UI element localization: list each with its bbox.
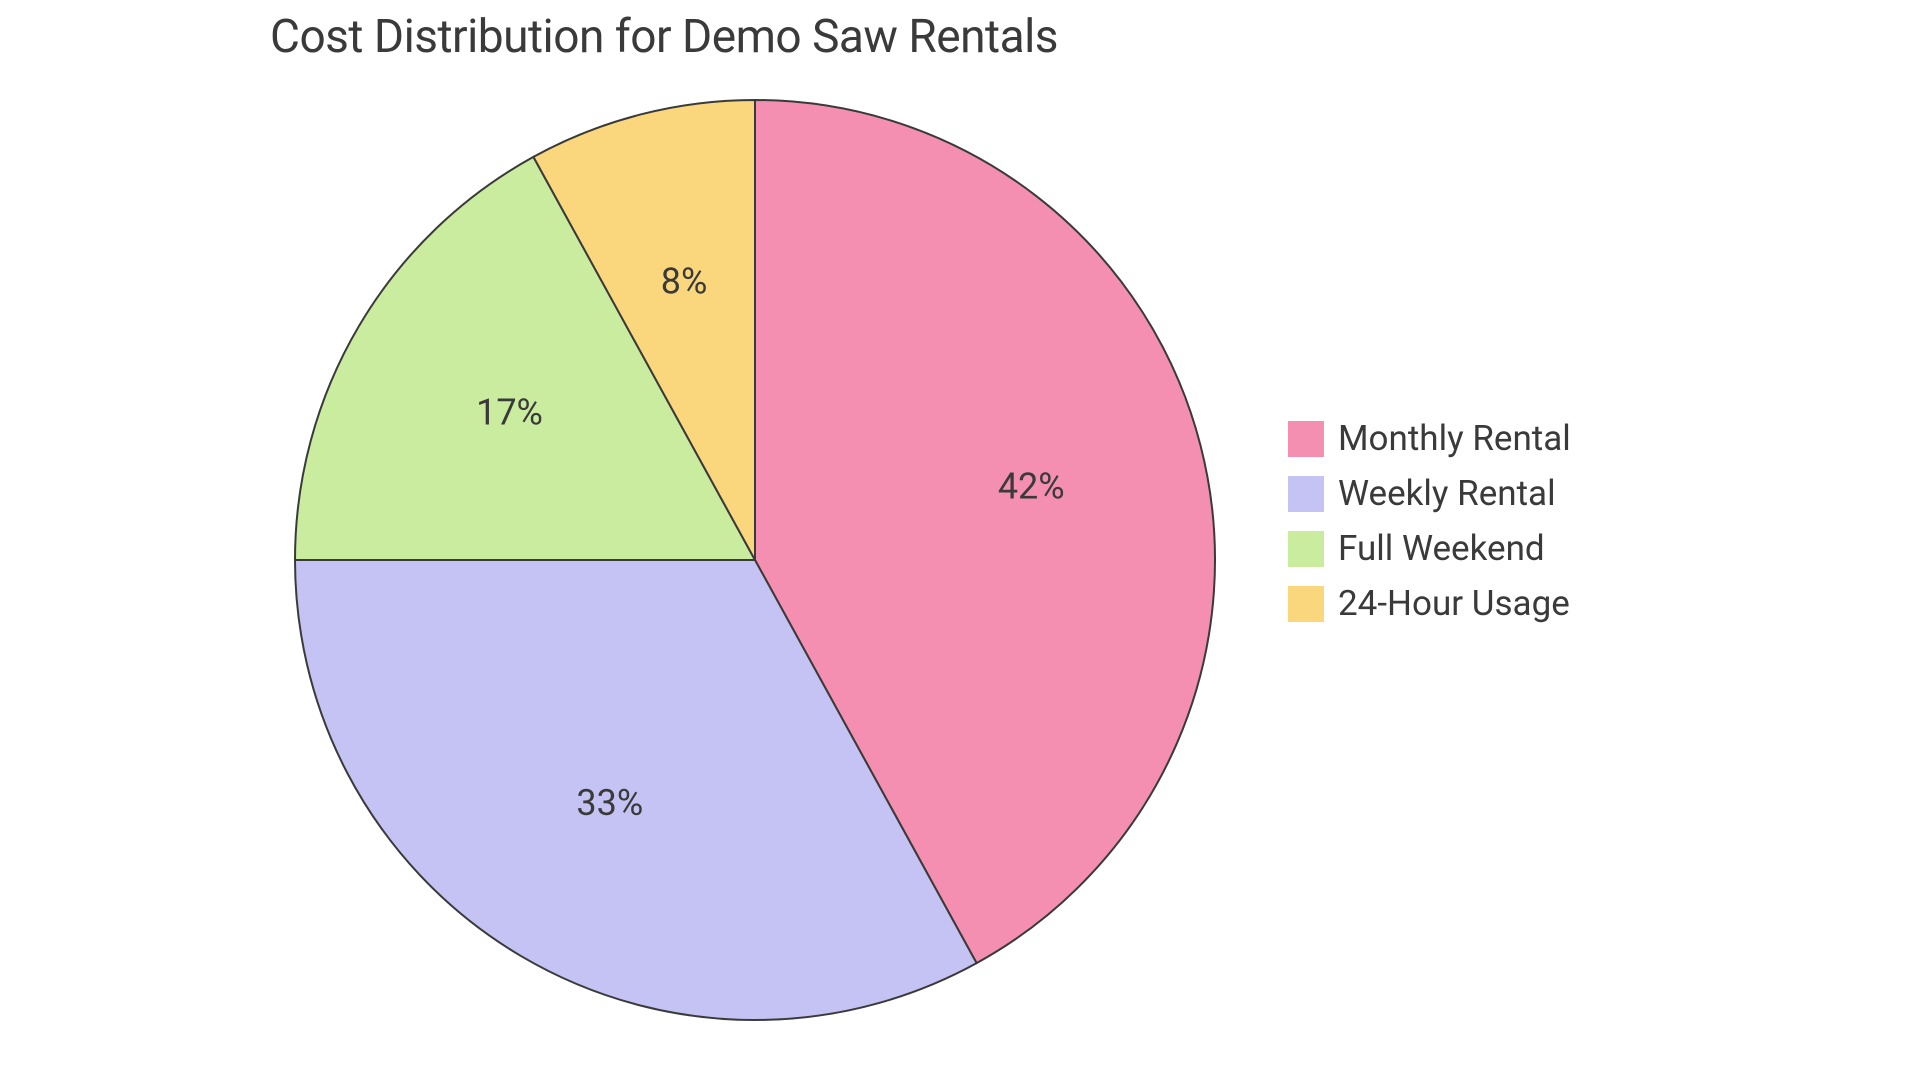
legend-item: Full Weekend (1288, 528, 1571, 569)
legend-label: 24-Hour Usage (1338, 583, 1570, 624)
chart-container: Cost Distribution for Demo Saw Rentals 4… (0, 0, 1920, 1083)
slice-percent-label: 17% (476, 391, 543, 433)
pie-svg: 42% 33% 17% 8% (291, 96, 1219, 1024)
legend-swatch (1288, 531, 1324, 567)
legend-item: 24-Hour Usage (1288, 583, 1571, 624)
pie-chart: 42% 33% 17% 8% (291, 96, 1219, 1028)
slice-percent-label: 8% (661, 260, 708, 302)
chart-title: Cost Distribution for Demo Saw Rentals (270, 10, 1058, 64)
legend-label: Weekly Rental (1338, 473, 1556, 514)
slice-percent-label: 33% (576, 782, 643, 824)
slice-percent-label: 42% (998, 466, 1065, 508)
legend: Monthly Rental Weekly Rental Full Weekend 2… (1288, 418, 1571, 624)
legend-item: Monthly Rental (1288, 418, 1571, 459)
legend-label: Full Weekend (1338, 528, 1545, 569)
legend-swatch (1288, 421, 1324, 457)
legend-swatch (1288, 476, 1324, 512)
legend-item: Weekly Rental (1288, 473, 1571, 514)
legend-swatch (1288, 586, 1324, 622)
legend-label: Monthly Rental (1338, 418, 1571, 459)
